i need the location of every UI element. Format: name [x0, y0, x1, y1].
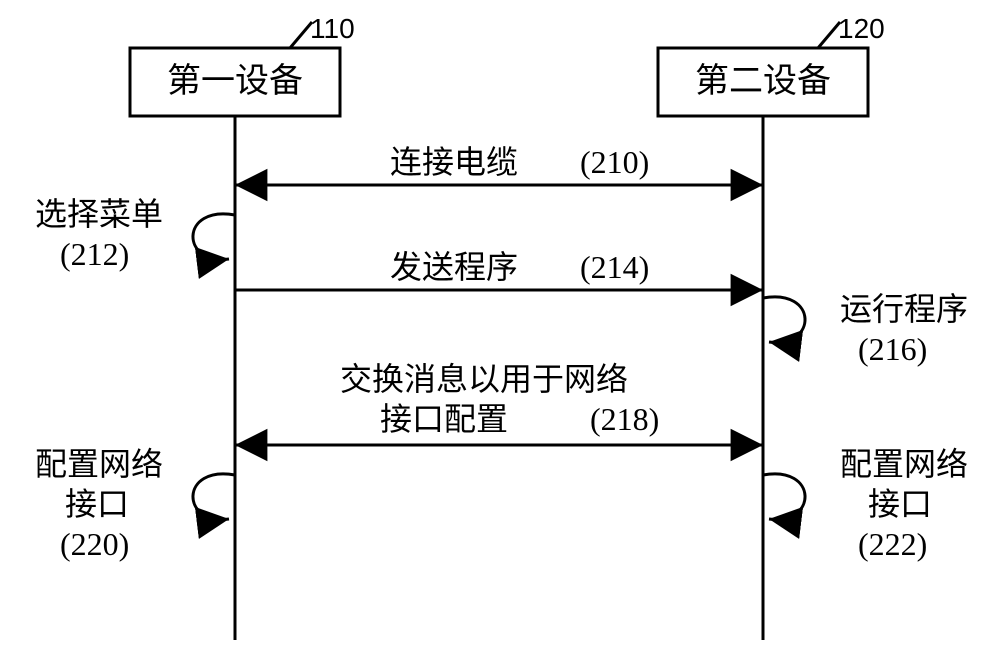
self-222-ref: (222) — [858, 526, 927, 562]
message-214-label: 发送程序 — [390, 249, 518, 285]
sequence-diagram: 110 第一设备 120 第二设备 连接电缆 (210) 选择菜单 (212) … — [0, 0, 1000, 647]
self-216-loop — [763, 297, 805, 343]
self-216-label: 运行程序 — [840, 291, 968, 327]
self-212-ref: (212) — [60, 236, 129, 272]
message-210-ref: (210) — [580, 144, 649, 180]
message-210-label: 连接电缆 — [390, 144, 518, 180]
node-ref-120: 120 — [838, 13, 885, 44]
leader-line-120 — [818, 22, 840, 48]
self-loop-222: 配置网络 接口 (222) — [763, 446, 968, 562]
message-218-ref: (218) — [590, 401, 659, 437]
message-214-ref: (214) — [580, 249, 649, 285]
self-loop-216: 运行程序 (216) — [763, 291, 968, 367]
self-220-label2: 接口 — [65, 486, 129, 522]
node-ref-110: 110 — [310, 13, 355, 44]
self-220-label1: 配置网络 — [35, 446, 163, 482]
self-220-ref: (220) — [60, 526, 129, 562]
self-loop-220: 配置网络 接口 (220) — [35, 446, 235, 562]
self-220-loop — [193, 474, 235, 520]
node-first-device: 110 第一设备 — [130, 13, 355, 640]
self-212-loop — [193, 214, 235, 260]
self-222-loop — [763, 474, 805, 520]
message-218-label2: 接口配置 — [380, 401, 508, 437]
node-label-right: 第二设备 — [695, 62, 831, 100]
message-210: 连接电缆 (210) — [235, 144, 763, 185]
message-214: 发送程序 (214) — [235, 249, 763, 290]
self-212-label: 选择菜单 — [35, 196, 163, 232]
self-222-label1: 配置网络 — [840, 446, 968, 482]
self-loop-212: 选择菜单 (212) — [35, 196, 235, 272]
message-218-label1: 交换消息以用于网络 — [340, 361, 628, 397]
node-label-left: 第一设备 — [167, 62, 303, 100]
self-216-ref: (216) — [858, 331, 927, 367]
self-222-label2: 接口 — [868, 486, 932, 522]
message-218: 交换消息以用于网络 接口配置 (218) — [235, 361, 763, 445]
leader-line-110 — [290, 22, 312, 48]
